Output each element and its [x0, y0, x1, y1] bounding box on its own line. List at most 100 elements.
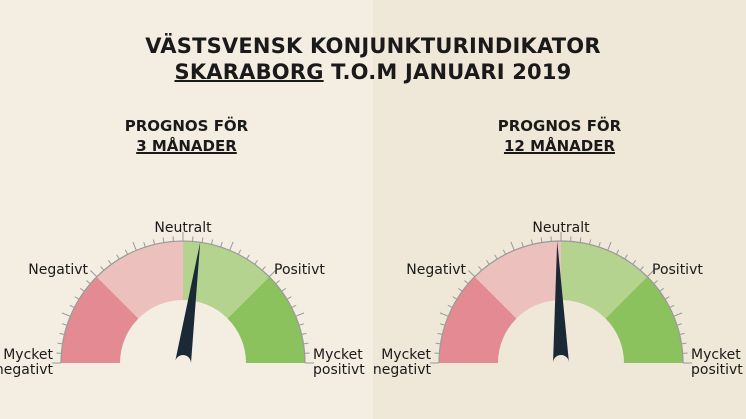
- gauge1-segment-positive: [183, 241, 270, 319]
- gauge2-tick: [494, 254, 498, 260]
- main-title-line2: SKARABORG T.O.M JANUARI 2019: [0, 60, 746, 84]
- gauge2-tick: [468, 270, 476, 278]
- gauge1-tick: [61, 312, 71, 317]
- gauge1-tick: [57, 342, 63, 345]
- gauge1-tick: [100, 266, 105, 271]
- gauge1-tick: [254, 259, 259, 265]
- gauge2-segment-positive: [561, 241, 648, 319]
- gauge1-tick: [268, 270, 276, 278]
- gauge2-tick: [653, 280, 658, 285]
- gauge1-tick: [86, 280, 91, 285]
- gauge2-tick: [447, 304, 453, 309]
- gauge2-horizon: 12 MÅNADER: [503, 137, 616, 155]
- gauge2-tick: [624, 254, 628, 260]
- gauge1-label-negative: Negativt: [28, 262, 88, 278]
- gauge2-tick: [457, 287, 463, 292]
- main-title-line1: VÄSTSVENSK KONJUNKTURINDIKATOR: [145, 34, 601, 58]
- gauge2-tick: [632, 259, 637, 265]
- gauge2-label-neutral: Neutralt: [532, 220, 590, 236]
- gauge1-segment-very-positive: [227, 276, 305, 363]
- gauge1-tick: [152, 239, 156, 245]
- gauge1-tick: [132, 241, 137, 251]
- gauge1-tick: [107, 259, 112, 265]
- gauge2-tick: [452, 296, 458, 300]
- gauge2-subtitle: 12 MÅNADER: [373, 137, 746, 155]
- gauge2-tick: [673, 312, 683, 317]
- gauge2-tick: [464, 280, 469, 285]
- gauge2-tick: [681, 342, 687, 345]
- gauge2-segment-negative: [474, 241, 561, 319]
- gauge2-tick: [439, 312, 449, 317]
- gauge1-tick: [79, 287, 85, 292]
- gauge1-tick: [116, 254, 120, 260]
- gauge1-tick: [210, 239, 214, 245]
- gauge1-label-very-negative-1: Mycket: [3, 347, 53, 363]
- gauge1-tick: [229, 241, 234, 251]
- gauge1-needle: [175, 242, 201, 365]
- gauge1-tick: [275, 280, 280, 285]
- gauge1-tick: [291, 304, 297, 309]
- gauge2-tick: [485, 259, 490, 265]
- gauge1-tick: [301, 332, 307, 336]
- gauge2-label-very-positive-2: positivt: [691, 362, 743, 378]
- gauge1-subtitle: 3 MÅNADER: [0, 137, 373, 155]
- gauge2-label-very-negative-1: Mycket: [381, 347, 431, 363]
- gauge2-tick: [588, 239, 592, 245]
- gauge1-tick: [162, 237, 165, 243]
- gauge2-tick: [502, 249, 507, 255]
- gauge2-tick: [540, 237, 543, 243]
- gauge2-tick: [676, 323, 682, 326]
- gauge2-tick: [579, 237, 582, 243]
- gauge1-label-neutral: Neutralt: [154, 220, 212, 236]
- gauge1-label-very-negative-2: negativt: [0, 362, 54, 378]
- gauge2-tick: [659, 287, 665, 292]
- gauge1-label-very-positive-2: positivt: [313, 362, 365, 378]
- gauge1-tick: [286, 296, 292, 300]
- gauge2-tick: [510, 241, 515, 251]
- gauge1-tick: [143, 242, 146, 248]
- gauge1-tick: [74, 296, 80, 300]
- gauge1-label-positive: Positivt: [274, 262, 325, 278]
- gauge2-tick: [669, 304, 675, 309]
- gauge1-tick: [303, 342, 309, 345]
- gauge2-tick: [435, 342, 441, 345]
- gauge2-needle: [553, 241, 569, 364]
- title-period: T.O.M JANUARI 2019: [323, 60, 572, 84]
- gauge2-tick: [598, 242, 601, 248]
- gauge2-tick: [521, 242, 524, 248]
- gauge1-tick: [59, 332, 65, 336]
- gauge1-tick: [201, 237, 204, 243]
- gauge1-horizon: 3 MÅNADER: [136, 137, 237, 155]
- gauge1-segment-negative: [96, 241, 183, 319]
- gauge2-label-negative: Negativt: [406, 262, 466, 278]
- gauge1-tick: [298, 323, 304, 326]
- region-name: SKARABORG: [174, 60, 324, 84]
- gauge1-tick: [237, 249, 242, 255]
- gauge2-segment-very-negative: [439, 276, 517, 363]
- gauge2-label-positive: Positivt: [652, 262, 703, 278]
- gauge1-tick: [281, 287, 287, 292]
- gauge1-tick: [295, 312, 305, 317]
- gauge2-tick: [615, 249, 620, 255]
- gauge2-tick: [664, 296, 670, 300]
- gauge2-tick: [679, 332, 685, 336]
- gauge2-label-very-positive-1: Mycket: [691, 347, 741, 363]
- gauge2-tick: [437, 332, 443, 336]
- gauge2-tick: [478, 266, 483, 271]
- gauge2-tick: [530, 239, 534, 245]
- gauge1-label-very-positive-1: Mycket: [313, 347, 363, 363]
- gauge1-tick: [220, 242, 223, 248]
- gauge1-title: PROGNOS FÖR: [124, 117, 249, 135]
- gauge2-title: PROGNOS FÖR: [497, 117, 622, 135]
- gauge1-tick: [62, 323, 68, 326]
- gauge2-label-very-negative-2: negativt: [373, 362, 432, 378]
- gauge1-tick: [246, 254, 250, 260]
- gauge1-tick: [261, 266, 266, 271]
- gauge1-tick: [124, 249, 129, 255]
- gauge1-tick: [69, 304, 75, 309]
- gauge2-segment-very-positive: [605, 276, 683, 363]
- gauge1-segment-very-negative: [61, 276, 139, 363]
- gauge2-tick: [607, 241, 612, 251]
- gauge2-tick: [639, 266, 644, 271]
